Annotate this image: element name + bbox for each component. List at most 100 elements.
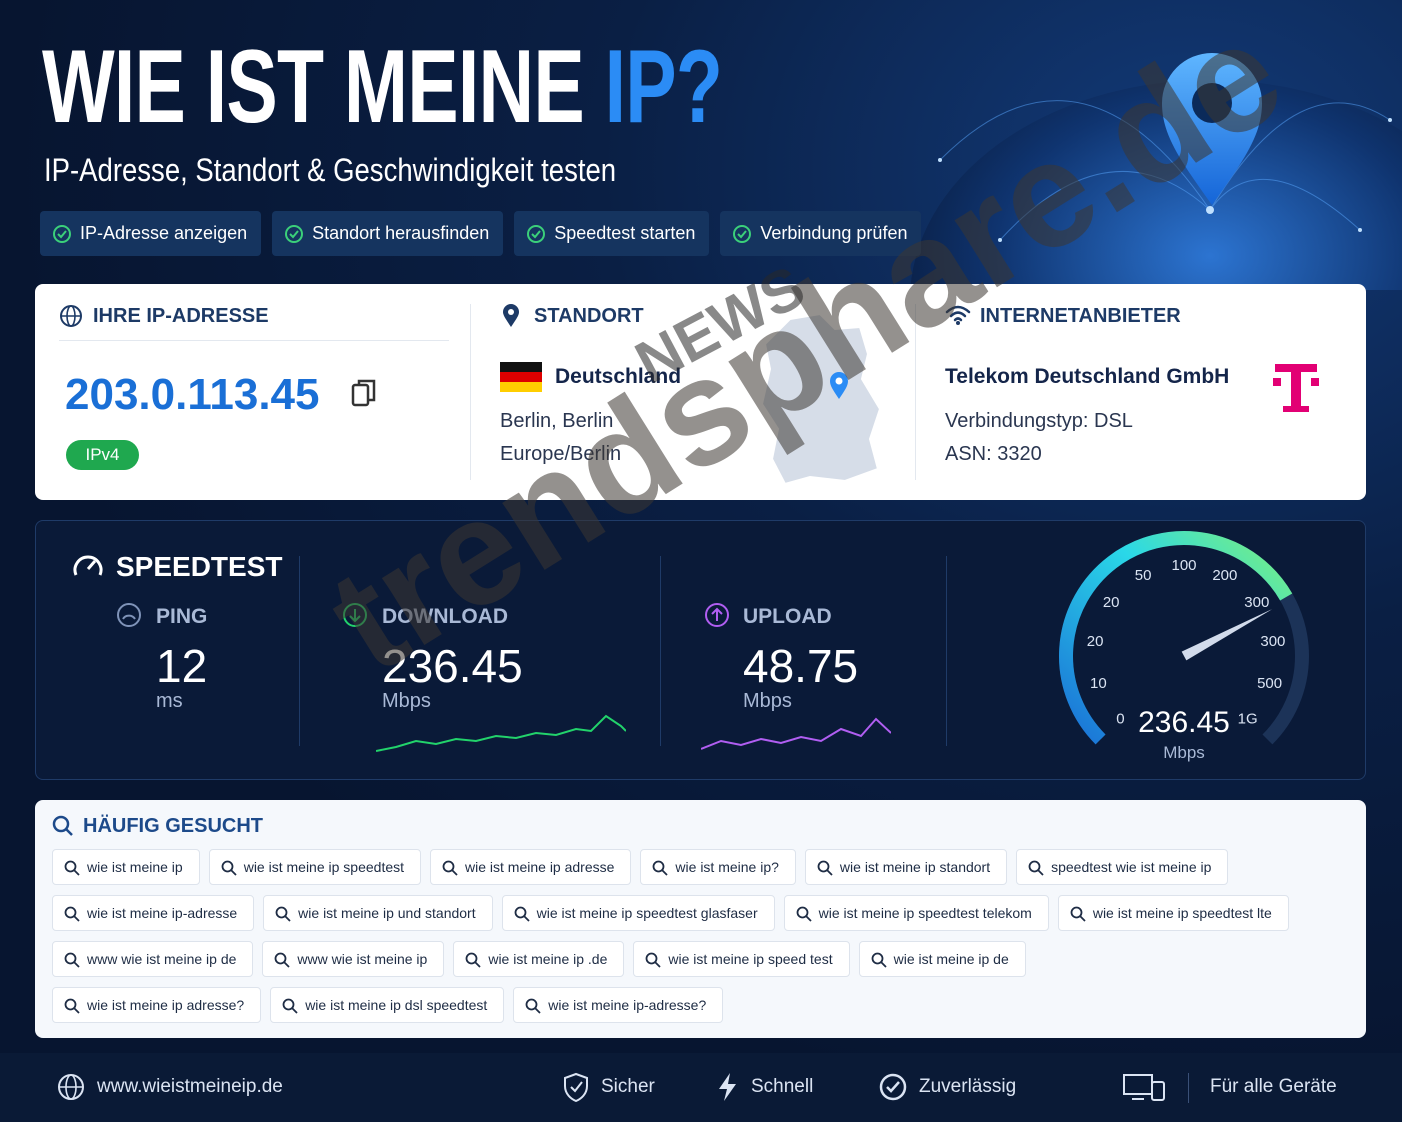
chip-text: wie ist meine ip und standort (298, 905, 476, 921)
page-title: WIE IST MEINE IP? (42, 28, 723, 147)
connection-type: Verbindungstyp: DSL (945, 410, 1133, 432)
web-icon (58, 1074, 84, 1100)
gauge-value: 236.45 (1138, 706, 1230, 739)
badge[interactable]: Verbindung prüfen (720, 211, 922, 256)
feature: Sicher (601, 1076, 655, 1097)
wifi-icon (945, 305, 971, 325)
chip-text: wie ist meine ip speed test (668, 951, 833, 967)
gauge-fill (1059, 531, 1293, 745)
badge[interactable]: Standort herausfinden (272, 211, 504, 256)
search-chip[interactable]: wie ist meine ip adresse? (52, 987, 262, 1023)
chip-text: wie ist meine ip speedtest (243, 859, 405, 875)
check-icon (879, 1073, 907, 1101)
search-title: HÄUFIG GESUCHT (83, 815, 263, 837)
metric-label: DOWNLOAD (382, 605, 508, 628)
info-card: IHRE IP-ADRESSE 203.0.113.45 IPv4 STANDO… (35, 284, 1366, 500)
search-chip[interactable]: wie ist meine ip adresse (430, 849, 632, 885)
upload-sparkline (701, 717, 891, 750)
search-chip[interactable]: wie ist meine ip speedtest (208, 849, 422, 885)
metric-label: UPLOAD (743, 605, 832, 628)
ip-label: IHRE IP-ADRESSE (93, 305, 269, 327)
search-chip[interactable]: wie ist meine ip? (640, 849, 796, 885)
chip-text: wie ist meine ip-adresse? (548, 997, 707, 1013)
gauge-scale-label: 300 (1260, 633, 1285, 650)
subtitle: IP-Adresse, Standort & Geschwindigkeit t… (44, 152, 617, 188)
badge[interactable]: IP-Adresse anzeigen (40, 211, 262, 256)
location-label: STANDORT (534, 305, 644, 327)
search-chip[interactable]: wie ist meine ip speed test (633, 941, 850, 977)
ip-value: 203.0.113.45 (65, 370, 320, 419)
search-chip[interactable]: wie ist meine ip standort (804, 849, 1008, 885)
metric-value: 236.45 (382, 640, 523, 692)
country: Deutschland (555, 365, 682, 388)
gauge-scale-label: 100 (1171, 557, 1196, 574)
badge-text: Verbindung prüfen (760, 223, 908, 243)
badge[interactable]: Speedtest starten (514, 211, 710, 256)
search-chip[interactable]: wie ist meine ip speedtest glasfaser (501, 895, 775, 931)
chip-text: wie ist meine ip adresse? (87, 997, 245, 1013)
flag-de (500, 362, 542, 392)
gauge-scale-label: 10 (1090, 675, 1107, 692)
chip-text: www wie ist meine ip (297, 951, 428, 967)
timezone: Europe/Berlin (500, 443, 622, 465)
speedtest-card: SPEEDTEST PING 12 ms DOWNLOAD 236.45 Mbps UPLO… (35, 520, 1366, 780)
city: Berlin, Berlin (500, 410, 614, 432)
search-chip[interactable]: speedtest wie ist meine ip (1016, 849, 1229, 885)
title-text: WIE IST MEINE (42, 29, 585, 145)
search-chip[interactable]: wie ist meine ip speedtest lte (1057, 895, 1289, 931)
chip-text: wie ist meine ip dsl speedtest (305, 997, 488, 1013)
devices-icon (1123, 1074, 1165, 1101)
germany-map (760, 312, 882, 486)
website[interactable]: www.wieistmeineip.de (97, 1076, 283, 1097)
search-chips: wie ist meine ip wie ist meine ip speedte… (52, 849, 1289, 1033)
metric-unit: Mbps (382, 690, 431, 712)
bolt-icon (719, 1073, 736, 1101)
gauge-scale-label: 500 (1257, 675, 1282, 692)
search-card: HÄUFIG GESUCHT wie ist meine ip wie ist m… (35, 800, 1366, 1038)
gauge-scale-label: 20 (1103, 594, 1120, 611)
asn: ASN: 3320 (945, 443, 1042, 465)
feature: Schnell (751, 1076, 814, 1097)
search-icon (52, 815, 73, 836)
feature-badges: IP-Adresse anzeigen Standort herausfinden… (40, 211, 922, 256)
metric-icon (342, 602, 368, 633)
search-chip[interactable]: wie ist meine ip (52, 849, 200, 885)
speedtest-title: SPEEDTEST (116, 551, 283, 582)
search-chip[interactable]: wie ist meine ip-adresse? (513, 987, 724, 1023)
metric-value: 12 (156, 640, 208, 692)
title-highlight: IP? (604, 29, 723, 145)
search-chip[interactable]: www wie ist meine ip (262, 941, 445, 977)
chip-row: wie ist meine ip wie ist meine ip speedte… (52, 849, 1289, 885)
chip-text: www wie ist meine ip de (87, 951, 237, 967)
ip-version: IPv4 (66, 440, 139, 470)
copy-button[interactable] (351, 378, 377, 408)
chip-row: www wie ist meine ip de www wie ist meine… (52, 941, 1289, 977)
metric-icon (116, 602, 142, 633)
chip-text: wie ist meine ip adresse (465, 859, 615, 875)
chip-text: wie ist meine ip speedtest lte (1092, 905, 1272, 921)
shield-icon (564, 1072, 588, 1102)
gauge-scale-label: 20 (1087, 633, 1104, 650)
chip-row: wie ist meine ip-adresse wie ist meine ip… (52, 895, 1289, 931)
badge-text: Speedtest starten (554, 223, 696, 243)
search-chip[interactable]: wie ist meine ip dsl speedtest (270, 987, 505, 1023)
download-sparkline (376, 714, 626, 752)
search-chip[interactable]: wie ist meine ip speedtest telekom (783, 895, 1049, 931)
search-chip[interactable]: wie ist meine ip und standort (263, 895, 493, 931)
metric-label: PING (156, 605, 208, 628)
metric-icon (704, 602, 730, 633)
gauge-needle (1181, 609, 1273, 661)
feature: Für alle Geräte (1210, 1076, 1337, 1097)
search-chip[interactable]: wie ist meine ip-adresse (52, 895, 255, 931)
chip-text: wie ist meine ip? (675, 859, 779, 875)
chip-text: wie ist meine ip-adresse (87, 905, 238, 921)
chip-row: wie ist meine ip adresse? wie ist meine i… (52, 987, 1289, 1023)
chip-text: wie ist meine ip de (893, 951, 1009, 967)
metric-unit: ms (156, 690, 183, 712)
search-chip[interactable]: wie ist meine ip de (858, 941, 1026, 977)
metric-value: 48.75 (743, 640, 859, 692)
pin-icon (503, 304, 519, 327)
search-chip[interactable]: wie ist meine ip .de (453, 941, 625, 977)
search-chip[interactable]: www wie ist meine ip de (52, 941, 254, 977)
